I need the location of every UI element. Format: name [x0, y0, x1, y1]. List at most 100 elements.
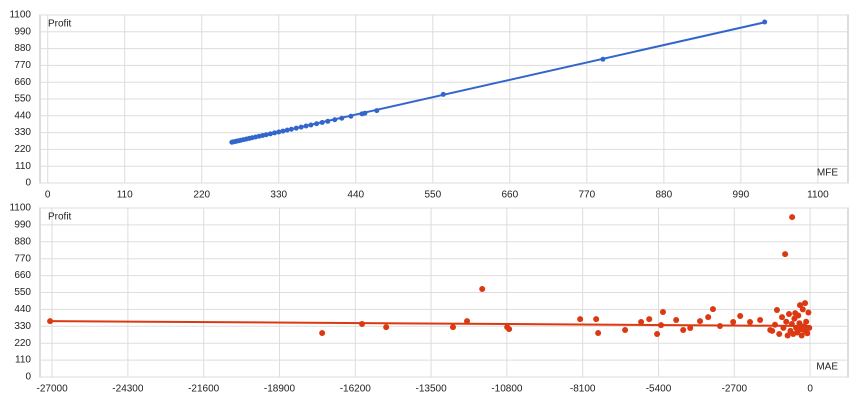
point	[284, 127, 290, 133]
x-tick-label: 1100	[807, 190, 829, 201]
x-tick-label: -5400	[646, 384, 672, 395]
point	[479, 285, 486, 292]
point	[789, 214, 796, 221]
y-tick-label: 440	[14, 304, 31, 315]
point	[795, 312, 802, 319]
point	[298, 124, 304, 130]
y-tick-label: 0	[25, 178, 31, 189]
x-tick-label: 990	[733, 190, 750, 201]
point	[303, 123, 309, 129]
point	[332, 117, 338, 123]
point	[782, 251, 789, 258]
y-tick-label: 330	[14, 321, 31, 332]
point	[348, 113, 354, 119]
y-tick-label: 880	[14, 236, 31, 247]
point	[314, 121, 320, 127]
point	[747, 318, 754, 325]
point	[796, 302, 803, 309]
point	[440, 91, 446, 97]
x-tick-label: 550	[424, 190, 441, 201]
point	[716, 322, 723, 329]
y-tick-label: 660	[14, 77, 31, 88]
point	[506, 326, 513, 333]
point	[654, 330, 661, 337]
point	[705, 314, 712, 321]
x-tick-label: 880	[656, 190, 673, 201]
point	[276, 129, 282, 135]
point	[799, 306, 806, 313]
y-tick-label: 770	[14, 60, 31, 71]
x-tick-label: 770	[578, 190, 595, 201]
point	[806, 324, 813, 331]
point	[267, 131, 273, 137]
y-tick-label: 880	[14, 43, 31, 54]
y-tick-label: 990	[14, 220, 31, 231]
point	[263, 132, 269, 138]
point	[359, 320, 366, 327]
x-tick-label: 330	[270, 190, 287, 201]
point	[773, 307, 780, 314]
point	[796, 320, 803, 327]
point	[464, 318, 471, 325]
y-axis-label: Profit	[48, 212, 72, 223]
point	[308, 122, 314, 128]
y-tick-label: 1100	[9, 203, 31, 214]
point	[680, 326, 687, 333]
point	[319, 330, 326, 337]
x-tick-label: -13500	[416, 384, 448, 395]
x-tick-label: 660	[501, 190, 518, 201]
point	[737, 313, 744, 320]
x-axis-label: MFE	[817, 168, 838, 179]
point	[802, 300, 809, 307]
point	[374, 108, 380, 114]
y-tick-label: 550	[14, 287, 31, 298]
point	[293, 125, 299, 131]
point	[798, 332, 805, 339]
point	[709, 306, 716, 313]
x-tick-label: -27000	[37, 384, 69, 395]
x-tick-label: 0	[807, 384, 813, 395]
point	[600, 56, 606, 62]
trend-line	[50, 320, 811, 327]
point	[577, 316, 584, 323]
x-tick-label: -24300	[112, 384, 144, 395]
point	[687, 324, 694, 331]
x-tick-label: 0	[45, 190, 51, 201]
x-axis-label: MAE	[816, 362, 838, 373]
point	[47, 318, 54, 325]
x-tick-label: -18900	[264, 384, 296, 395]
point	[788, 320, 795, 327]
point	[772, 321, 779, 328]
point	[595, 330, 602, 337]
point	[800, 323, 807, 330]
point	[769, 327, 776, 334]
point	[786, 311, 793, 318]
point	[288, 126, 294, 132]
x-tick-label: -16200	[340, 384, 372, 395]
y-tick-label: 440	[14, 110, 31, 121]
point	[673, 317, 680, 324]
y-tick-label: 660	[14, 270, 31, 281]
y-axis-label: Profit	[48, 19, 72, 30]
point	[757, 317, 764, 324]
x-tick-label: 110	[117, 190, 133, 201]
x-tick-label: 440	[347, 190, 364, 201]
x-tick-label: -10800	[491, 384, 523, 395]
x-tick-label: -2700	[722, 384, 748, 395]
point	[784, 332, 791, 339]
point	[325, 118, 331, 124]
point	[730, 318, 737, 325]
y-tick-label: 220	[14, 338, 31, 349]
y-tick-label: 0	[25, 372, 31, 383]
point	[762, 19, 768, 25]
point	[638, 318, 645, 325]
y-tick-label: 770	[14, 253, 31, 264]
point	[272, 130, 278, 136]
x-tick-label: 220	[193, 190, 210, 201]
point	[658, 322, 665, 329]
point	[804, 330, 811, 337]
y-tick-label: 110	[15, 161, 31, 172]
point	[280, 128, 286, 134]
point	[362, 110, 368, 116]
y-tick-label: 1100	[9, 10, 31, 21]
